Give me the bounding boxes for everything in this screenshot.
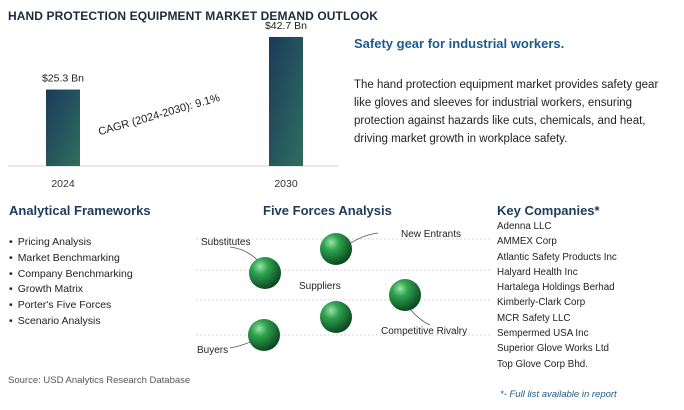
bar-2030 (269, 36, 303, 166)
company-item: Top Glove Corp Bhd. (497, 358, 588, 370)
market-description: The hand protection equipment market pro… (354, 79, 659, 145)
page-title: HAND PROTECTION EQUIPMENT MARKET DEMAND … (8, 9, 379, 23)
bar-chart: $25.3 Bn 2024 $42.7 Bn 2030 CAGR (2024-2030… (8, 20, 338, 190)
framework-item: Pricing Analysis (9, 235, 133, 251)
force-ball-competitive-rivalry (389, 279, 421, 311)
five-forces-heading: Five Forces Analysis (263, 203, 392, 218)
force-ball-substitutes (249, 257, 281, 289)
company-item: MCR Safety LLC (497, 312, 571, 324)
frameworks-list: Pricing Analysis Market Benchmarking Com… (9, 235, 133, 330)
label-competitive-rivalry: Competitive Rivalry (381, 326, 467, 337)
subheading: Safety gear for industrial workers. (354, 36, 565, 51)
company-item: Superior Glove Works Ltd (497, 343, 609, 355)
companies-heading: Key Companies* (497, 203, 600, 218)
company-item: Adenna LLC (497, 221, 552, 232)
force-ball-suppliers (320, 301, 352, 333)
bar-value-label: $42.7 Bn (265, 20, 307, 32)
framework-item: Porter's Five Forces (9, 298, 133, 314)
company-item: Hartalega Holdings Berhad (497, 282, 615, 294)
framework-item: Growth Matrix (9, 282, 133, 298)
company-item: Atlantic Safety Products Inc (497, 251, 617, 263)
company-item: Halyard Health Inc (497, 266, 578, 278)
bar-value-label: $25.3 Bn (42, 73, 84, 85)
cagr-annotation: CAGR (2024-2030): 9.1% (97, 92, 222, 138)
company-item: Sempermed USA Inc (497, 328, 589, 340)
label-buyers: Buyers (197, 345, 228, 356)
label-new-entrants: New Entrants (401, 229, 461, 240)
five-forces-diagram: Substitutes New Entrants Suppliers Compe… (196, 229, 490, 356)
x-tick-label: 2024 (51, 178, 75, 190)
frameworks-heading: Analytical Frameworks (9, 203, 151, 218)
label-suppliers: Suppliers (299, 281, 341, 292)
source-note: Source: USD Analytics Research Database (8, 375, 191, 386)
companies-list: Adenna LLC AMMEX Corp Atlantic Safety Pr… (497, 219, 617, 372)
bar-2024 (46, 89, 80, 166)
label-substitutes: Substitutes (201, 237, 250, 248)
x-tick-label: 2030 (274, 178, 298, 190)
framework-item: Scenario Analysis (9, 314, 133, 330)
framework-item: Market Benchmarking (9, 251, 133, 267)
company-item: Kimberly-Clark Corp (497, 297, 586, 309)
force-ball-new-entrants (320, 233, 352, 265)
framework-item: Company Benchmarking (9, 267, 133, 283)
company-item: AMMEX Corp (497, 236, 557, 248)
force-ball-buyers (248, 319, 280, 351)
full-list-note: *- Full list available in report (500, 389, 617, 400)
